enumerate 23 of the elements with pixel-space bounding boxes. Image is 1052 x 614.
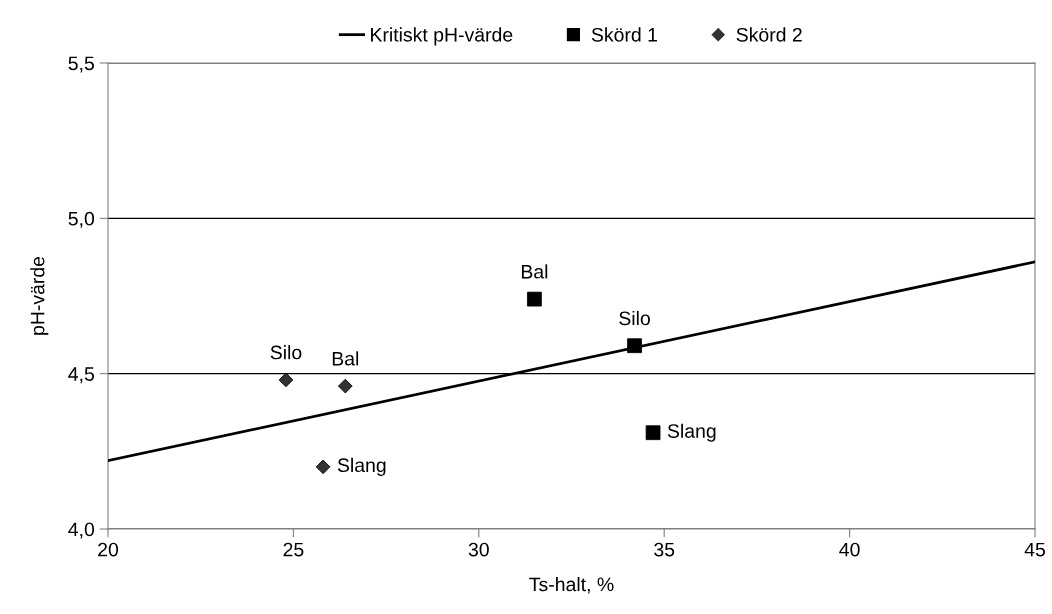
annotation: Slang [337,457,386,476]
x-tick-label: 40 [839,542,860,557]
x-tick-label: 45 [1024,542,1045,557]
x-axis-title: Ts-halt, % [529,576,614,594]
point [645,425,661,441]
annotation: Silo [619,310,650,326]
x-tick-label: 25 [283,542,304,557]
legend-label: Skörd 1 [591,27,657,42]
legend-label: Skörd 2 [736,27,802,42]
annotation: Silo [270,345,302,360]
y-tick-label: 5,0 [68,211,95,228]
x-tick-label: 20 [98,542,119,557]
y-tick-label: 5,5 [68,56,94,73]
point [527,291,542,307]
y-tick-label: 4,5 [68,367,94,384]
y-tick-label: 4,0 [68,522,95,539]
y-axis-title: pH-värde [30,256,49,335]
x-tick-label: 30 [468,542,489,557]
legend-label: Kritiskt pH-värde [371,27,513,46]
annotation: Bal [332,351,359,366]
annotation: Slang [667,423,716,442]
x-tick-label: 35 [654,542,675,557]
annotation: Bal [521,264,548,279]
